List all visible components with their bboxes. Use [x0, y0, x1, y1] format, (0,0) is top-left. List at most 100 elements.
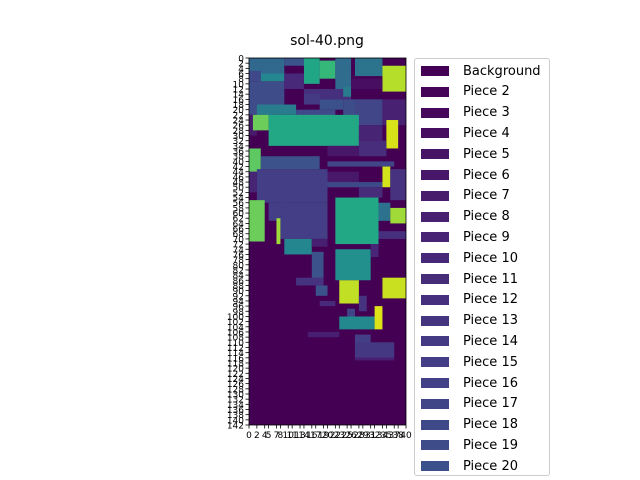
legend-item: Piece 20: [421, 456, 518, 475]
legend-label: Background: [463, 63, 541, 79]
y-tick-label: 108: [227, 334, 244, 344]
y-tick-label: 72: [233, 241, 244, 251]
x-tick-label: 35: [381, 431, 392, 441]
legend-label: Piece 3: [463, 105, 510, 121]
legend-swatch: [421, 336, 449, 347]
y-tick-label: 114: [227, 349, 244, 359]
y-tick-label: 58: [233, 204, 245, 214]
legend-swatch: [421, 149, 449, 160]
x-tick-label: 19: [318, 431, 330, 441]
legend-label: Piece 5: [463, 146, 510, 162]
piece-region: [351, 78, 383, 90]
x-tick-label: 25: [341, 431, 352, 441]
legend-label: Piece 15: [463, 354, 518, 370]
legend-swatch: [421, 86, 449, 97]
piece-region: [358, 187, 383, 198]
piece-region: [354, 58, 383, 77]
y-tick-label: 8: [238, 75, 244, 85]
legend-item: Piece 11: [421, 269, 518, 289]
y-tick-label: 12: [233, 86, 244, 96]
x-tick-label: 5: [266, 431, 272, 441]
axis-layer: 0246810121416182022242628303234363840424…: [227, 55, 412, 442]
piece-region: [382, 65, 406, 92]
piece-region: [249, 171, 257, 193]
piece-region: [319, 300, 336, 307]
piece-region: [315, 285, 328, 296]
y-tick-label: 110: [227, 339, 244, 349]
piece-region: [311, 251, 324, 283]
x-tick-label: 14: [298, 431, 310, 441]
y-tick-label: 118: [227, 359, 244, 369]
piece-region: [358, 295, 367, 312]
y-tick-label: 20: [233, 106, 245, 116]
y-tick-label: 96: [233, 303, 245, 313]
x-tick-label: 10: [283, 431, 295, 441]
piece-region: [390, 207, 406, 224]
piece-region: [335, 197, 379, 245]
piece-region: [311, 238, 328, 247]
x-tick-label: 7: [274, 431, 280, 441]
piece-region: [327, 182, 387, 188]
y-tick-label: 88: [233, 282, 245, 292]
legend-item: Piece 5: [421, 144, 510, 164]
legend-label: Piece 8: [463, 209, 510, 225]
piece-region: [252, 114, 269, 131]
legend-item: Piece 9: [421, 227, 510, 247]
piece-region: [343, 86, 352, 97]
piece-region: [249, 70, 261, 82]
piece-region: [390, 169, 406, 201]
piece-region: [370, 244, 379, 258]
y-tick-label: 138: [227, 411, 244, 421]
piece-region: [296, 109, 336, 118]
legend-label: Piece 13: [463, 313, 518, 329]
piece-region: [354, 334, 371, 345]
piece-region: [354, 357, 395, 361]
legend-label: Piece 7: [463, 188, 510, 204]
y-tick-label: 130: [227, 390, 244, 400]
y-tick-label: 100: [227, 313, 244, 323]
legend-swatch: [421, 66, 449, 76]
legend-item: Background: [421, 61, 541, 81]
legend-swatch: [421, 378, 449, 388]
piece-region: [296, 277, 324, 286]
y-tick-label: 34: [233, 142, 245, 152]
legend-label: Piece 11: [463, 271, 518, 287]
regions-layer: [249, 58, 406, 425]
y-tick-label: 10: [233, 80, 245, 90]
legend-swatch: [421, 294, 449, 305]
y-tick-label: 112: [227, 344, 244, 354]
y-tick-label: 60: [233, 210, 245, 220]
y-tick-label: 102: [227, 318, 244, 328]
piece-region: [339, 280, 359, 304]
y-tick-label: 64: [233, 220, 245, 230]
legend-label: Piece 20: [463, 458, 518, 474]
y-tick-label: 78: [233, 256, 245, 266]
piece-region: [382, 166, 391, 188]
y-tick-label: 116: [227, 354, 244, 364]
y-tick-label: 74: [233, 246, 245, 256]
x-tick-label: 28: [353, 431, 365, 441]
y-tick-label: 84: [233, 272, 245, 282]
legend-label: Piece 14: [463, 333, 518, 349]
legend-item: Piece 3: [421, 103, 510, 123]
piece-region: [382, 99, 406, 126]
y-tick-label: 76: [233, 251, 245, 261]
piece-region: [268, 114, 359, 146]
y-tick-label: 40: [233, 158, 245, 168]
y-tick-label: 56: [233, 199, 245, 209]
piece-region: [303, 94, 320, 105]
x-tick-label: 16: [306, 431, 318, 441]
y-tick-label: 2: [238, 60, 244, 70]
piece-region: [307, 331, 340, 338]
x-tick-label: 29: [357, 431, 369, 441]
y-tick-label: 98: [233, 308, 245, 318]
y-tick-label: 140: [227, 416, 244, 426]
legend-swatch: [421, 461, 449, 472]
piece-region: [276, 218, 281, 245]
piece-region: [319, 60, 336, 79]
legend-swatch: [421, 274, 449, 284]
x-tick-label: 40: [400, 431, 412, 441]
x-tick-label: 13: [294, 431, 305, 441]
legend-item: Piece 14: [421, 331, 518, 351]
y-tick-label: 94: [233, 297, 245, 307]
